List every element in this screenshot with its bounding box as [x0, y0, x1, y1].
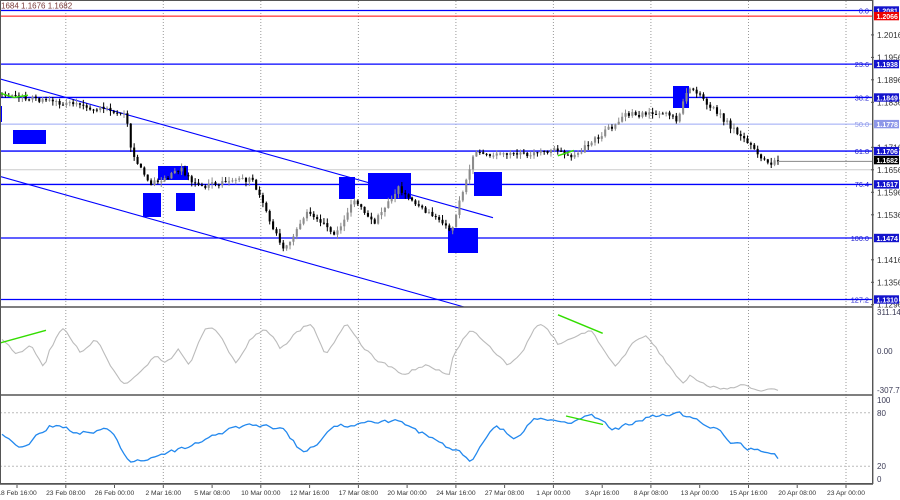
svg-text:1.1617: 1.1617: [877, 182, 899, 189]
svg-text:5 Mar 08:00: 5 Mar 08:00: [194, 490, 230, 497]
svg-text:1.1706: 1.1706: [877, 149, 899, 156]
svg-text:20 Mar 00:00: 20 Mar 00:00: [387, 490, 427, 497]
svg-text:1.1938: 1.1938: [877, 62, 899, 69]
svg-text:1.1356: 1.1356: [877, 277, 900, 287]
svg-text:1.2016: 1.2016: [877, 30, 900, 40]
svg-text:50.0: 50.0: [855, 120, 869, 129]
svg-text:100: 100: [877, 396, 891, 405]
svg-text:1.1849: 1.1849: [877, 95, 899, 102]
svg-text:1.1656: 1.1656: [877, 165, 900, 175]
svg-text:0.00: 0.00: [877, 347, 893, 356]
svg-text:20: 20: [877, 462, 886, 471]
svg-text:1.1682: 1.1682: [877, 158, 899, 165]
svg-text:0: 0: [877, 475, 882, 484]
svg-text:20 Apr 08:00: 20 Apr 08:00: [778, 490, 816, 497]
svg-text:1.1416: 1.1416: [877, 255, 900, 265]
svg-text:127.2: 127.2: [851, 295, 869, 304]
svg-text:23 Feb 08:00: 23 Feb 08:00: [46, 490, 86, 497]
svg-text:100.0: 100.0: [851, 234, 869, 243]
svg-text:12 Mar 16:00: 12 Mar 16:00: [290, 490, 330, 497]
svg-text:23.6: 23.6: [855, 60, 869, 69]
svg-text:23 Apr 00:00: 23 Apr 00:00: [827, 490, 865, 497]
svg-text:1.1536: 1.1536: [877, 210, 900, 220]
svg-text:10 Mar 00:00: 10 Mar 00:00: [241, 490, 281, 497]
svg-text:27 Mar 08:00: 27 Mar 08:00: [485, 490, 525, 497]
svg-text:24 Mar 16:00: 24 Mar 16:00: [436, 490, 476, 497]
svg-text:15 Apr 16:00: 15 Apr 16:00: [730, 490, 768, 497]
svg-text:-307.704: -307.704: [877, 386, 900, 395]
svg-text:26 Feb 00:00: 26 Feb 00:00: [95, 490, 135, 497]
svg-text:2 Mar 16:00: 2 Mar 16:00: [145, 490, 181, 497]
svg-text:80: 80: [877, 409, 886, 418]
svg-text:1.1474: 1.1474: [877, 236, 899, 243]
svg-text:13 Apr 00:00: 13 Apr 00:00: [681, 490, 719, 497]
svg-text:76.4: 76.4: [855, 180, 869, 189]
svg-text:1.2066: 1.2066: [877, 14, 899, 21]
svg-text:0.0: 0.0: [859, 6, 869, 15]
svg-text:8 Apr 08:00: 8 Apr 08:00: [634, 490, 668, 497]
svg-text:18 Feb 16:00: 18 Feb 16:00: [0, 490, 37, 497]
svg-text:38.2: 38.2: [855, 93, 869, 102]
svg-text:1684 1.1676 1.1682: 1684 1.1676 1.1682: [1, 2, 73, 11]
svg-text:17 Mar 08:00: 17 Mar 08:00: [339, 490, 379, 497]
svg-text:1.1310: 1.1310: [877, 297, 899, 304]
svg-text:3 Apr 16:00: 3 Apr 16:00: [585, 490, 619, 497]
svg-text:1 Apr 00:00: 1 Apr 00:00: [536, 490, 570, 497]
svg-text:1.1896: 1.1896: [877, 75, 900, 85]
svg-text:1.1778: 1.1778: [877, 122, 899, 129]
svg-text:61.8: 61.8: [855, 147, 869, 156]
